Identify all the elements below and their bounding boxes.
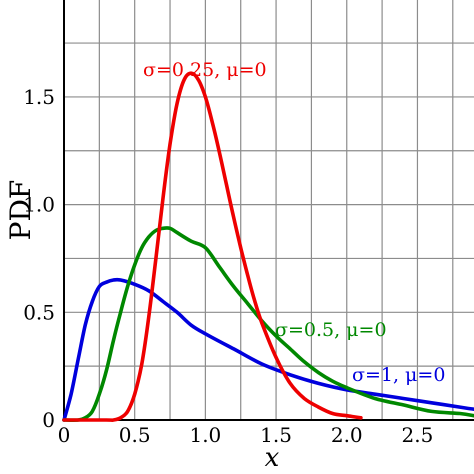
series-label: σ=1, μ=0 — [352, 364, 445, 386]
x-tick-label: 1.5 — [260, 423, 292, 447]
y-tick-label: 1.5 — [23, 85, 55, 109]
y-tick-label: 1.0 — [23, 193, 55, 217]
x-axis-title: x — [265, 443, 280, 473]
series-line-sigma-1 — [62, 277, 474, 422]
series-line-sigma-0_25 — [62, 71, 363, 422]
series-line-sigma-0_5 — [62, 226, 474, 422]
axes — [63, 0, 474, 421]
labels: 0 0.5 1.0 1.5 2.0 2.5 0 0.5 1.0 1.5 σ=0.25, μ=0 σ=0… — [23, 59, 445, 447]
x-tick-label: 0 — [58, 423, 71, 447]
plot-area — [62, 71, 474, 422]
x-tick-label: 2.0 — [331, 423, 363, 447]
series-label: σ=0.5, μ=0 — [275, 319, 387, 341]
gridlines — [64, 0, 474, 420]
x-tick-label: 0.5 — [119, 423, 151, 447]
x-tick-label: 1.0 — [189, 423, 221, 447]
series-label: σ=0.25, μ=0 — [143, 59, 267, 81]
x-tick-label: 2.5 — [402, 423, 434, 447]
y-tick-label: 0.5 — [23, 300, 55, 324]
y-tick-label: 0 — [42, 408, 55, 432]
y-axis-title: PDF — [4, 180, 37, 241]
